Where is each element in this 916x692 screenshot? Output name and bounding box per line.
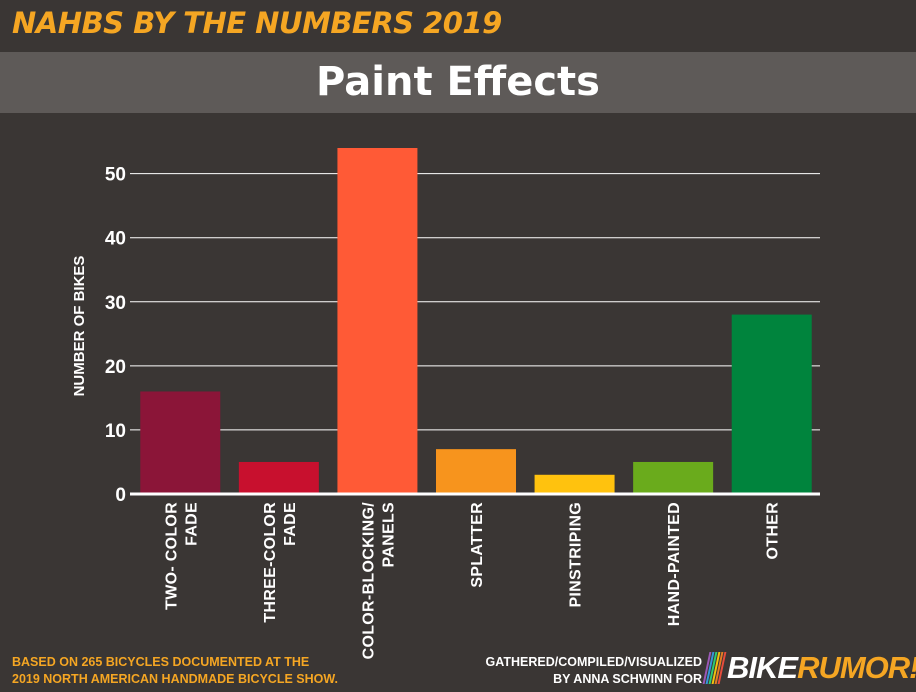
- credit-note-line-2: BY ANNA SCHWINN FOR: [553, 672, 702, 686]
- x-tick-label: PANELS: [380, 502, 397, 568]
- bar: [633, 461, 714, 494]
- bar: [436, 449, 516, 494]
- bar: [534, 474, 615, 494]
- x-tick-label: OTHER: [765, 502, 782, 560]
- credit-note-line-1: GATHERED/COMPILED/VISUALIZED: [485, 655, 702, 669]
- x-tick-label: COLOR-BLOCKING/: [360, 502, 377, 660]
- bar: [731, 314, 812, 494]
- y-tick-label: 10: [105, 421, 126, 442]
- y-tick-label: 30: [105, 293, 126, 314]
- logo-wordmark: BIKERUMOR!: [727, 648, 916, 688]
- bar: [238, 461, 319, 494]
- logo-word-bike: BIKE: [727, 650, 798, 685]
- x-tick-label: FADE: [183, 502, 200, 546]
- x-tick-label: FADE: [282, 502, 299, 546]
- infographic-title: NAHBS BY THE NUMBERS 2019: [12, 6, 502, 40]
- x-tick-label: HAND-PAINTED: [666, 502, 683, 626]
- x-tick-label: SPLATTER: [469, 502, 486, 588]
- y-axis-label: NUMBER OF BIKES: [71, 256, 88, 397]
- y-tick-label: 50: [105, 165, 126, 186]
- bar: [337, 148, 418, 494]
- logo-word-rumor: RUMOR!: [797, 650, 916, 685]
- logo-stripes-icon: [702, 652, 727, 684]
- x-tick-label: THREE-COLOR: [262, 502, 279, 623]
- bar: [140, 391, 221, 494]
- source-note-line-1: BASED ON 265 BICYCLES DOCUMENTED AT THE: [12, 655, 310, 669]
- source-note: BASED ON 265 BICYCLES DOCUMENTED AT THE …: [12, 654, 338, 688]
- credit-note: GATHERED/COMPILED/VISUALIZED BY ANNA SCH…: [486, 654, 702, 688]
- y-tick-label: 40: [105, 229, 126, 250]
- subtitle-band: [0, 52, 916, 113]
- x-tick-label: TWO- COLOR: [163, 502, 180, 610]
- chart-title: Paint Effects: [316, 59, 600, 105]
- y-tick-label: 0: [115, 485, 126, 506]
- bikerumor-logo: BIKERUMOR!: [702, 648, 916, 688]
- x-tick-label: PINSTRIPING: [568, 502, 585, 608]
- y-tick-label: 20: [105, 357, 126, 378]
- source-note-line-2: 2019 NORTH AMERICAN HANDMADE BICYCLE SHO…: [12, 672, 338, 686]
